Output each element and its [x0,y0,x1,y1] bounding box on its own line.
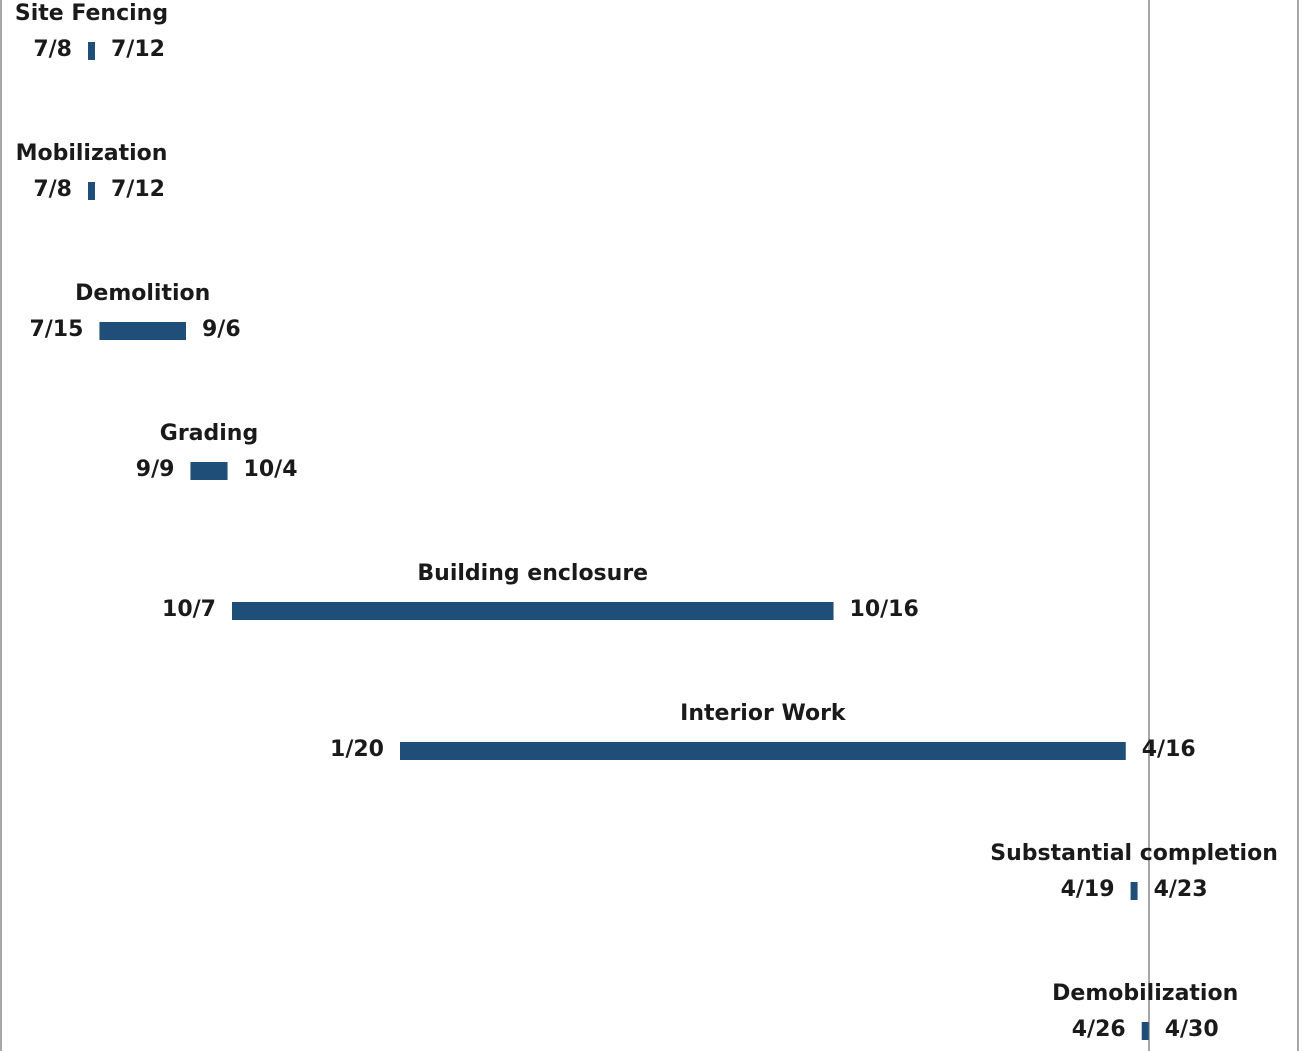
task-bar-demolition [99,322,186,340]
end-date-label-grading: 10/4 [244,457,298,482]
task-bar-interior-work [400,742,1126,760]
start-date-label-mobilization: 7/8 [33,177,72,202]
start-date-label-substantial-completion: 4/19 [1061,877,1115,902]
start-date-label-building-enclosure: 10/7 [162,597,216,622]
start-date-label-demobilization: 4/26 [1072,1017,1126,1042]
task-bar-demobilization [1141,1022,1149,1040]
task-bar-site-fencing [88,42,95,60]
start-date-label-interior-work: 1/20 [330,737,384,762]
start-date-label-site-fencing: 7/8 [33,37,72,62]
task-label-building-enclosure: Building enclosure [417,561,648,586]
task-bar-building-enclosure [232,602,834,620]
task-label-demolition: Demolition [75,281,210,306]
start-date-label-grading: 9/9 [136,457,175,482]
end-date-label-building-enclosure: 10/16 [850,597,919,622]
end-date-label-mobilization: 7/12 [111,177,165,202]
task-label-interior-work: Interior Work [680,701,847,726]
task-bar-grading [190,462,228,480]
task-label-grading: Grading [160,421,258,446]
end-date-label-substantial-completion: 4/23 [1154,877,1208,902]
task-bar-substantial-completion [1130,882,1138,900]
task-label-substantial-completion: Substantial completion [990,841,1278,866]
end-date-label-site-fencing: 7/12 [111,37,165,62]
end-date-label-demolition: 9/6 [202,317,241,342]
start-date-label-demolition: 7/15 [29,317,83,342]
task-label-site-fencing: Site Fencing [15,1,168,26]
task-bar-mobilization [88,182,95,200]
task-label-demobilization: Demobilization [1052,981,1238,1006]
end-date-label-interior-work: 4/16 [1142,737,1196,762]
end-date-label-demobilization: 4/30 [1165,1017,1219,1042]
task-label-mobilization: Mobilization [16,141,168,166]
